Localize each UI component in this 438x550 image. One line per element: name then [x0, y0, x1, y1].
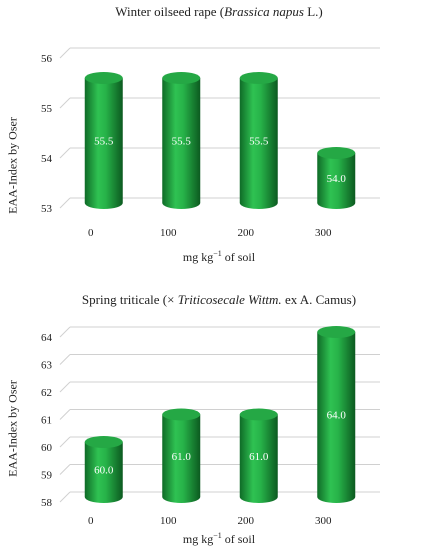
chart-plot-top: 53 54 55 56 55.5 0 55.5 100 55.5 200 54.0 300	[41, 47, 380, 239]
bar	[84, 436, 123, 503]
data-label: 61.0	[249, 451, 269, 463]
x-tick-label: 200	[238, 227, 255, 239]
chart-plot-bottom: 58 59 60 61 62 63 64 60.0 0 61.0 100 61.0 200 64.0 300	[41, 326, 380, 527]
bar	[162, 72, 201, 210]
gridline-diagonal	[59, 381, 71, 393]
x-tick-label: 0	[88, 515, 94, 527]
bar-cap	[84, 436, 123, 448]
bar-body	[84, 442, 123, 503]
bar	[239, 408, 278, 503]
chart-title-bottom: Spring triticale (× Triticosecale Wittm.…	[0, 292, 438, 308]
bar-body	[162, 414, 201, 503]
y-tick-label: 60	[41, 442, 53, 454]
y-tick-label: 56	[41, 53, 53, 65]
x-axis-label-bottom: mg kg−1 of soil	[0, 531, 438, 547]
gridline-diagonal	[59, 354, 71, 365]
chart-panel-top: Winter oilseed rape (Brassica napus L.) …	[0, 4, 438, 265]
data-label: 64.0	[327, 410, 347, 422]
xlabel-tail: of soil	[221, 532, 256, 546]
y-tick-label: 53	[41, 203, 53, 215]
y-tick-label: 55	[41, 103, 53, 115]
bar	[239, 72, 278, 210]
bar-cap	[162, 72, 201, 84]
xlabel-main: mg kg	[182, 532, 214, 546]
bar	[317, 147, 356, 210]
bar	[317, 326, 356, 503]
gridline-diagonal	[59, 147, 71, 159]
data-label: 55.5	[249, 136, 269, 148]
gridline-diagonal	[59, 464, 71, 475]
gridline-diagonal	[59, 47, 71, 59]
xlabel-sup: −1	[213, 249, 222, 258]
bar-cap	[239, 408, 278, 421]
title-text: Spring triticale (×	[81, 292, 178, 307]
xlabel-main: mg kg	[182, 250, 214, 264]
y-tick-label: 61	[41, 415, 52, 427]
bar	[162, 408, 201, 503]
xlabel-tail: of soil	[221, 250, 256, 264]
gridline-diagonal	[59, 491, 71, 503]
data-label: 55.5	[94, 136, 114, 148]
gridline-diagonal	[59, 326, 71, 338]
title-italic: Brassica napus	[224, 4, 304, 19]
bar-body	[239, 78, 278, 210]
data-label: 60.0	[94, 465, 114, 477]
title-tail: ex A. Camus)	[281, 292, 357, 307]
x-tick-label: 300	[315, 515, 332, 527]
bar-body	[239, 414, 278, 503]
bar-cap	[317, 147, 356, 159]
x-axis-label-top: mg kg−1 of soil	[0, 249, 438, 265]
y-tick-label: 58	[41, 497, 53, 509]
chart-title-top: Winter oilseed rape (Brassica napus L.)	[0, 4, 438, 20]
title-text: Winter oilseed rape (	[115, 4, 225, 19]
title-tail: L.)	[303, 4, 323, 19]
bar-body	[317, 332, 356, 503]
bar-body	[162, 78, 201, 210]
y-tick-label: 54	[41, 153, 53, 165]
bar-body	[317, 153, 356, 210]
y-tick-label: 63	[41, 360, 53, 372]
bar	[84, 72, 123, 210]
data-label: 54.0	[327, 173, 347, 185]
bar-cap	[162, 408, 201, 421]
gridline-diagonal	[59, 409, 71, 420]
gridline-diagonal	[59, 436, 71, 448]
x-tick-label: 100	[160, 227, 177, 239]
data-label: 55.5	[172, 136, 192, 148]
gridline-diagonal	[59, 197, 71, 209]
x-tick-label: 100	[160, 515, 177, 527]
y-tick-label: 62	[41, 387, 52, 399]
bar-body	[84, 78, 123, 210]
xlabel-sup: −1	[213, 531, 222, 540]
x-tick-label: 200	[238, 515, 255, 527]
chart-panel-bottom: Spring triticale (× Triticosecale Wittm.…	[0, 275, 438, 550]
bar-cap	[84, 72, 123, 84]
x-tick-label: 300	[315, 227, 332, 239]
bar-cap	[239, 72, 278, 84]
y-tick-label: 59	[41, 470, 53, 482]
y-tick-label: 64	[41, 332, 53, 344]
gridline-diagonal	[59, 97, 71, 109]
data-label: 61.0	[172, 451, 192, 463]
x-tick-label: 0	[88, 227, 94, 239]
title-italic: Triticosecale Wittm.	[177, 292, 282, 307]
bar-cap	[317, 326, 356, 338]
